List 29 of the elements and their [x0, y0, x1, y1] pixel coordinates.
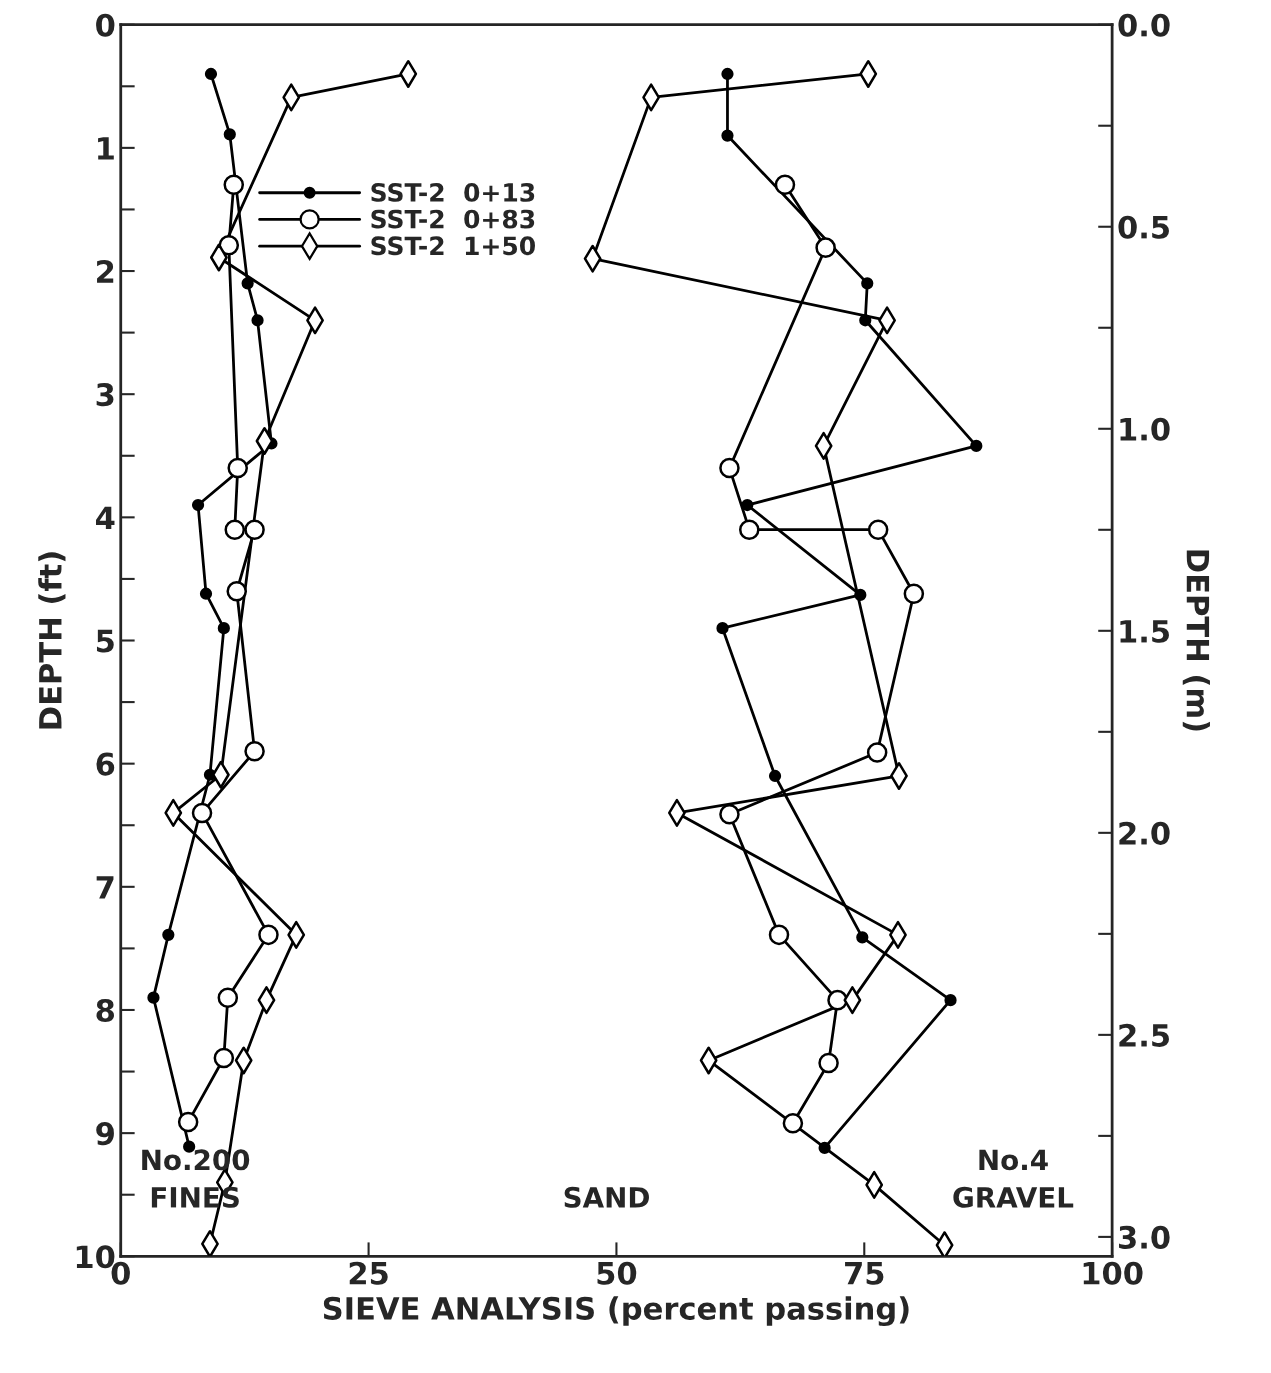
y-tick-label: 0 — [96, 13, 115, 37]
annotation: SAND — [564, 1186, 649, 1208]
x-tick-label: 50 — [597, 1261, 637, 1285]
y2-tick-label: 2.5 — [1119, 1023, 1169, 1047]
x-tick-label: 25 — [349, 1261, 388, 1285]
y-tick-label: 6 — [96, 752, 115, 776]
y2-tick-label: 0.5 — [1118, 215, 1169, 239]
y-tick-label: 5 — [96, 629, 114, 653]
annotation: No.4 GRAVEL — [953, 1149, 1074, 1208]
y2-tick-label: 1.0 — [1120, 417, 1170, 441]
legend-label: SST-2 1+50 — [371, 236, 535, 256]
y2-tick-label: 1.5 — [1120, 620, 1169, 643]
x-tick-label: 100 — [1083, 1261, 1143, 1285]
y-tick-label: 7 — [96, 876, 114, 899]
y2-axis-title: DEPTH (m) — [1182, 550, 1210, 731]
y-tick-label: 1 — [98, 137, 114, 160]
y-tick-label: 2 — [97, 259, 114, 283]
y2-tick-label: 3.0 — [1119, 1225, 1170, 1249]
y-tick-label: 3 — [96, 383, 114, 407]
legend-label: SST-2 0+83 — [371, 209, 535, 229]
legend-label: SST-2 0+13 — [371, 182, 535, 202]
y2-tick-label: 2.0 — [1119, 821, 1170, 845]
x-axis-title: SIEVE ANALYSIS (percent passing) — [323, 1296, 909, 1327]
y-tick-label: 9 — [96, 1122, 114, 1146]
x-tick-label: 75 — [845, 1262, 884, 1285]
y2-tick-label: 0.0 — [1118, 13, 1170, 37]
y-tick-label: 4 — [96, 506, 115, 529]
y-tick-label: 8 — [96, 998, 114, 1023]
y-axis-title: DEPTH (ft) — [38, 552, 66, 729]
